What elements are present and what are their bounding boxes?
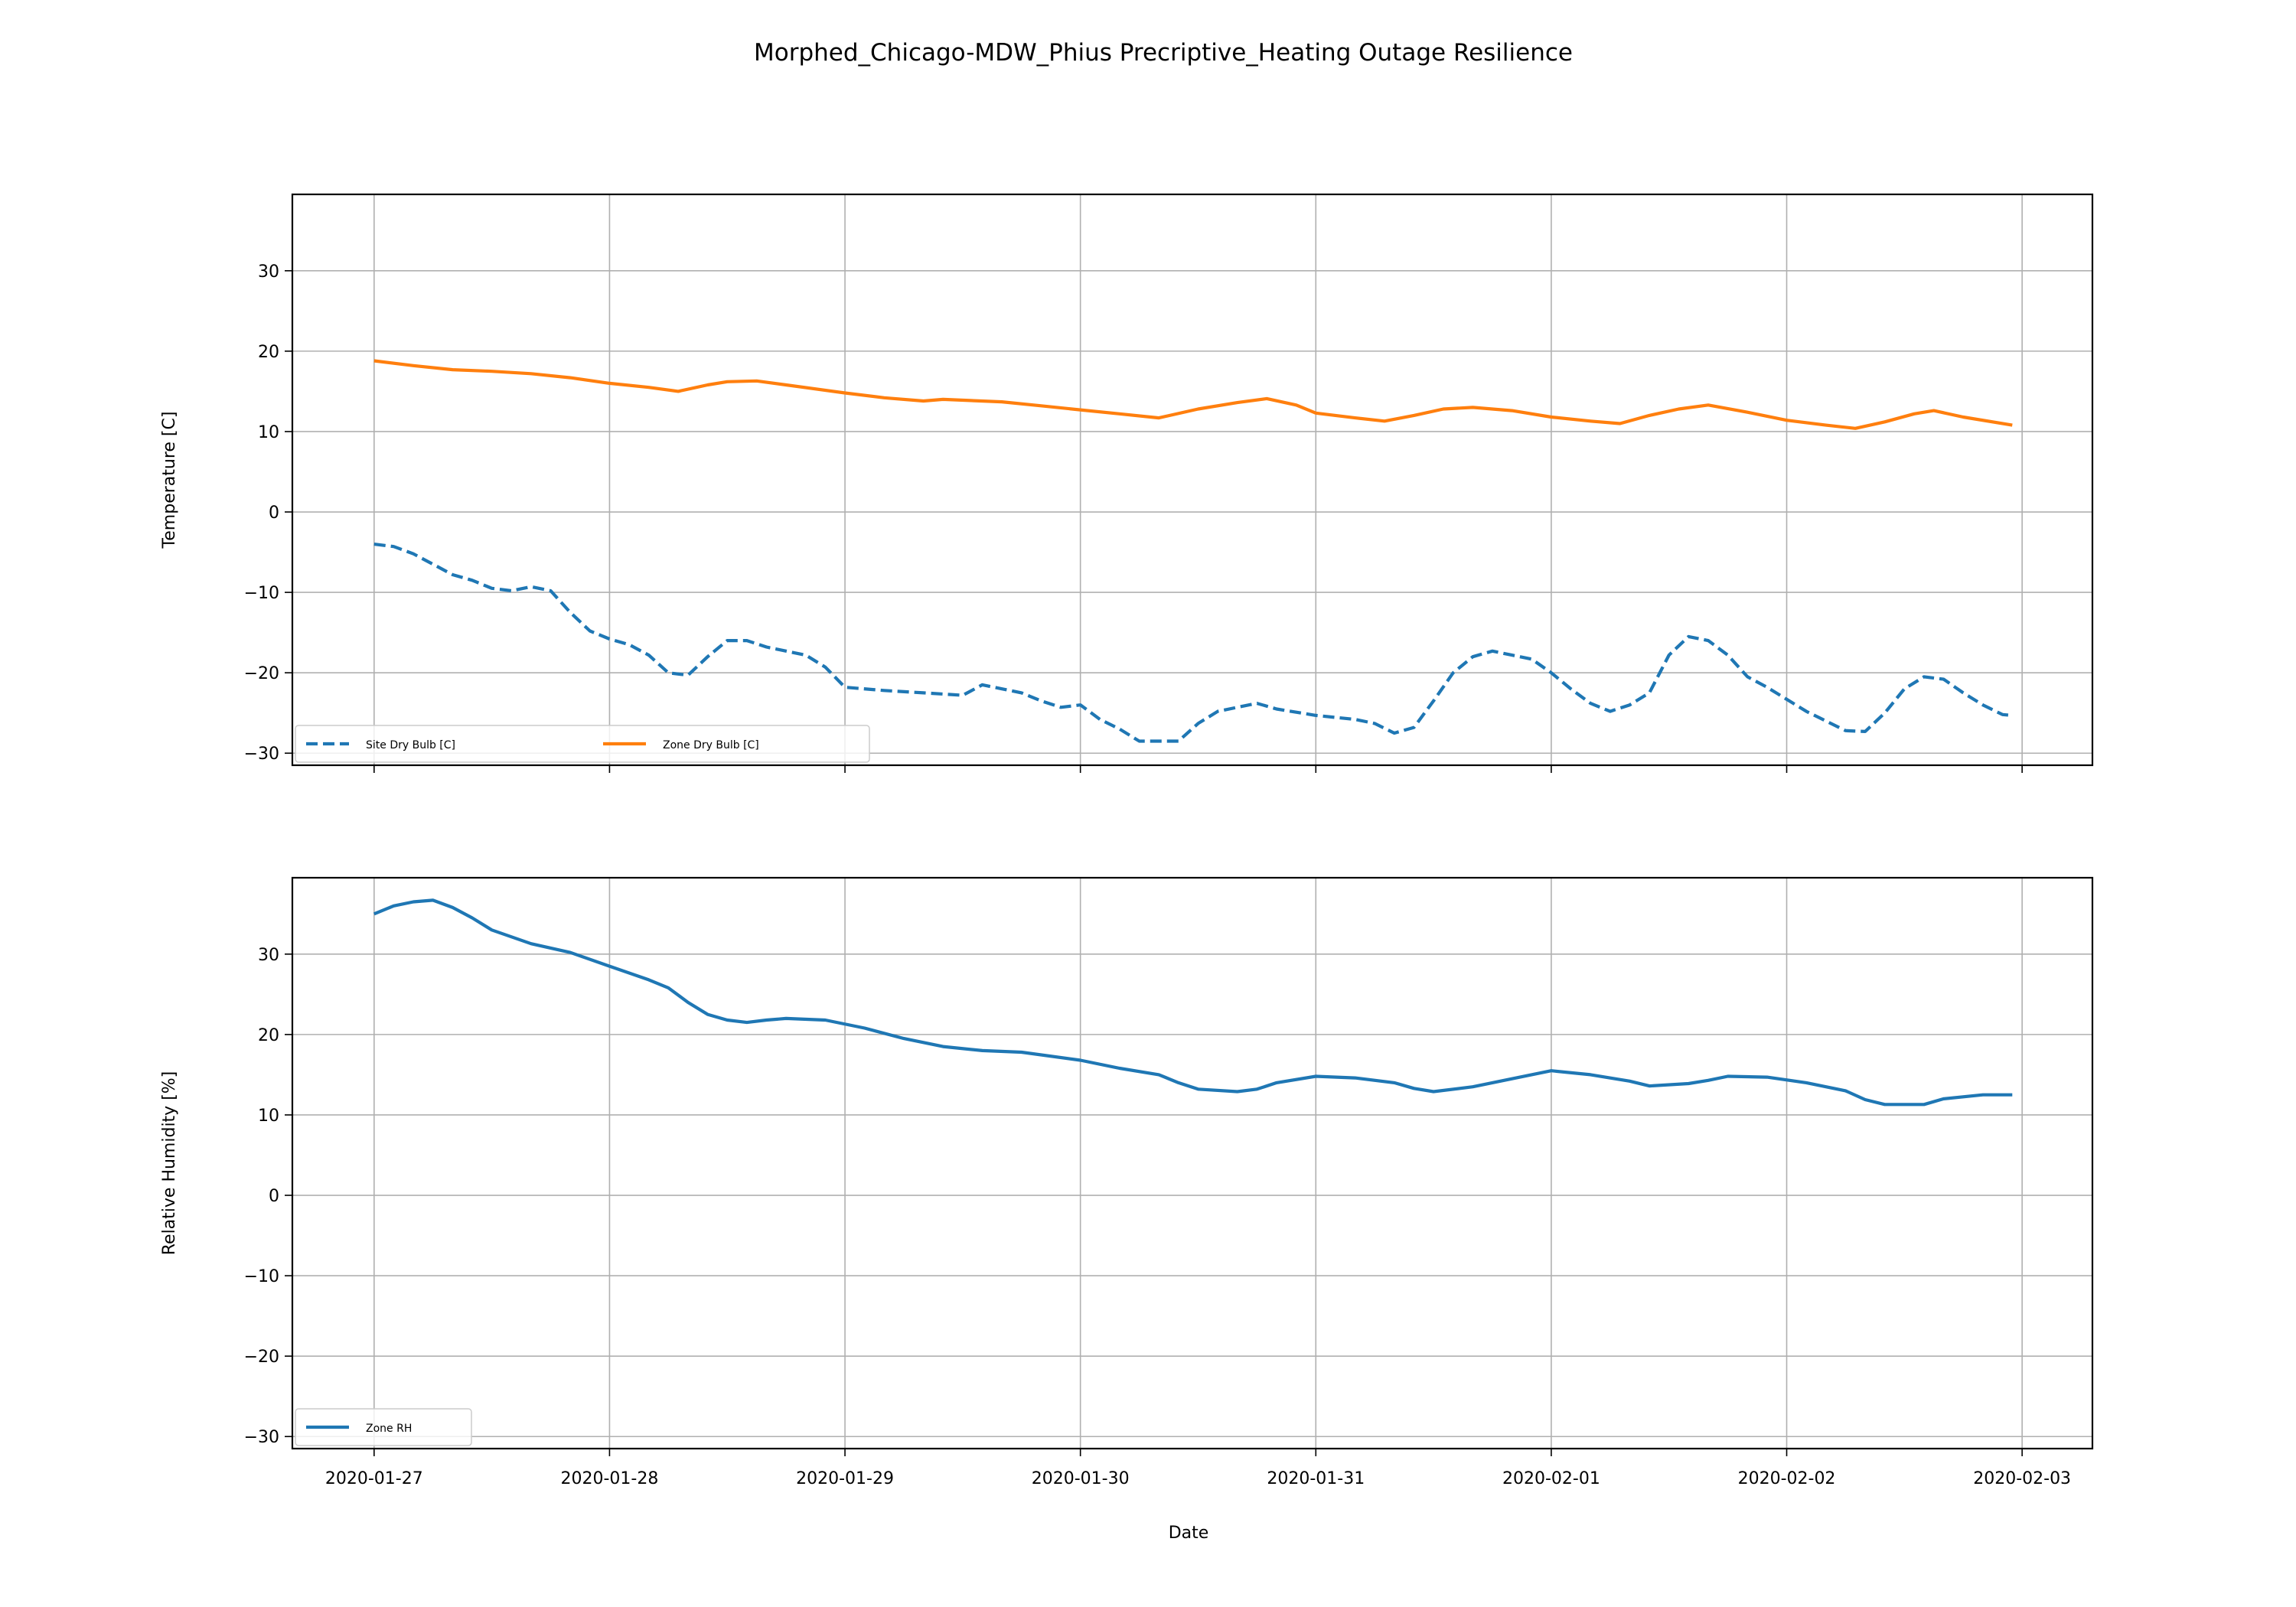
y-tick-label: 30 xyxy=(258,946,279,965)
y-tick-label: 0 xyxy=(269,1187,279,1206)
legend-box xyxy=(295,725,870,763)
humidity-panel: 2020-01-27 2020-01-28 2020-01-29 2020-01-30… xyxy=(160,876,2094,1488)
x-tick-label: 2020-02-03 xyxy=(1973,1469,2071,1488)
y-tick-label: 20 xyxy=(258,1026,279,1045)
x-tick-label: 2020-01-29 xyxy=(796,1469,894,1488)
plot-frame xyxy=(291,193,2094,767)
legend-label: Zone RH xyxy=(366,1423,412,1435)
y-tick-label: 20 xyxy=(258,343,279,362)
y-tick-label: −30 xyxy=(244,745,279,764)
y-tick-label: −20 xyxy=(244,1348,279,1367)
y-tick-label: −30 xyxy=(244,1428,279,1447)
legend-box xyxy=(295,1408,472,1446)
temperature-panel: 30 20 10 0 −10 −20 −30 Temperature [C] Site Dry … xyxy=(160,193,2094,773)
legend-label: Site Dry Bulb [C] xyxy=(366,739,455,751)
x-tick-label: 2020-01-30 xyxy=(1032,1469,1130,1488)
series-line-zone-rh xyxy=(373,898,2013,1107)
y-tick-label: 10 xyxy=(258,1107,279,1126)
y-tick-label: 10 xyxy=(258,423,279,442)
x-tick-label: 2020-02-01 xyxy=(1502,1469,1600,1488)
legend: Site Dry Bulb [C] Zone Dry Bulb [C] xyxy=(295,725,870,763)
x-tick-label: 2020-02-02 xyxy=(1738,1469,1836,1488)
y-axis-label: Temperature [C] xyxy=(160,412,179,549)
series-line-site-dry-bulb-c xyxy=(373,543,2013,743)
y-axis-label: Relative Humidity [%] xyxy=(160,1071,179,1256)
plot-frame xyxy=(291,876,2094,1450)
y-tick-label: 0 xyxy=(269,504,279,523)
legend: Zone RH xyxy=(295,1408,472,1446)
y-tick-label: 30 xyxy=(258,262,279,282)
x-axis-label: Date xyxy=(1169,1524,1209,1543)
x-tick-label: 2020-01-31 xyxy=(1267,1469,1365,1488)
y-tick-label: −10 xyxy=(244,1267,279,1286)
chart-title: Morphed_Chicago-MDW_Phius Precriptive_He… xyxy=(754,39,1573,67)
x-tick-label: 2020-01-28 xyxy=(561,1469,659,1488)
legend-label: Zone Dry Bulb [C] xyxy=(663,739,759,751)
y-tick-label: −20 xyxy=(244,664,279,683)
x-tick-label: 2020-01-27 xyxy=(325,1469,423,1488)
y-tick-label: −10 xyxy=(244,584,279,603)
series-line-zone-dry-bulb-c xyxy=(373,359,2013,430)
